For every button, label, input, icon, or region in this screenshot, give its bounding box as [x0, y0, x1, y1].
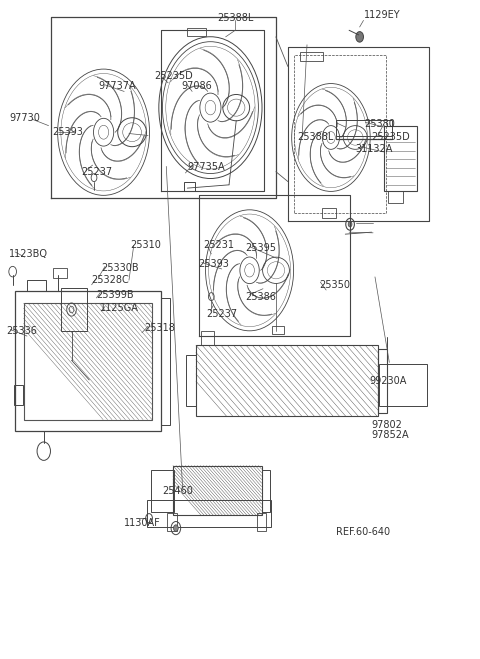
- Bar: [147, 500, 271, 527]
- Text: 1123BQ: 1123BQ: [9, 249, 48, 259]
- Text: 25395: 25395: [245, 243, 276, 253]
- Text: 97730: 97730: [9, 113, 40, 123]
- Bar: [257, 513, 266, 531]
- Circle shape: [348, 221, 352, 227]
- Text: 25399B: 25399B: [96, 291, 134, 301]
- Text: 25237: 25237: [206, 308, 238, 319]
- Text: 25328C: 25328C: [92, 275, 130, 285]
- Bar: [262, 470, 270, 511]
- Text: 99230A: 99230A: [369, 376, 407, 386]
- Bar: [378, 349, 387, 413]
- Bar: [187, 28, 206, 36]
- Text: 25235D: 25235D: [154, 71, 192, 81]
- Bar: [173, 466, 262, 515]
- Bar: [186, 355, 196, 407]
- Bar: [161, 298, 169, 425]
- Bar: [152, 470, 174, 511]
- Circle shape: [356, 32, 363, 42]
- Bar: [384, 126, 417, 191]
- Text: 1130AF: 1130AF: [124, 519, 161, 529]
- Bar: [336, 121, 392, 136]
- Bar: [184, 182, 194, 191]
- Text: 97802: 97802: [372, 420, 403, 430]
- Bar: [272, 326, 284, 334]
- Bar: [323, 208, 336, 217]
- Text: 25388L: 25388L: [298, 132, 334, 142]
- Bar: [24, 303, 153, 420]
- Bar: [379, 364, 427, 407]
- Text: 25386: 25386: [245, 292, 276, 302]
- Bar: [300, 52, 323, 61]
- Text: 25393: 25393: [198, 259, 229, 269]
- Text: 25231: 25231: [204, 240, 235, 250]
- Text: 25330B: 25330B: [101, 264, 139, 273]
- Text: REF.60-640: REF.60-640: [336, 527, 390, 537]
- Bar: [388, 191, 403, 203]
- Text: 25318: 25318: [144, 322, 175, 333]
- Text: 25237: 25237: [81, 167, 112, 177]
- Text: 25336: 25336: [6, 326, 37, 336]
- Text: 25393: 25393: [52, 127, 83, 137]
- Text: 97737A: 97737A: [99, 81, 136, 91]
- Bar: [53, 268, 67, 278]
- Text: 25235D: 25235D: [372, 132, 410, 142]
- Text: 1125GA: 1125GA: [100, 302, 139, 313]
- Text: 97735A: 97735A: [187, 162, 225, 172]
- Text: 25388L: 25388L: [217, 13, 253, 24]
- Text: 25310: 25310: [130, 241, 161, 250]
- Text: 1129EY: 1129EY: [364, 10, 401, 20]
- Text: 97852A: 97852A: [372, 430, 409, 440]
- Text: 31132A: 31132A: [355, 144, 392, 154]
- Bar: [27, 279, 46, 291]
- Bar: [201, 331, 214, 345]
- Bar: [60, 288, 87, 331]
- Text: 25460: 25460: [162, 486, 193, 496]
- Bar: [196, 345, 378, 416]
- Text: 25380: 25380: [364, 119, 396, 129]
- Bar: [167, 513, 177, 531]
- Text: 25350: 25350: [319, 280, 350, 290]
- Circle shape: [173, 525, 178, 531]
- Bar: [15, 291, 161, 432]
- Bar: [14, 386, 23, 405]
- Text: 97086: 97086: [181, 81, 212, 91]
